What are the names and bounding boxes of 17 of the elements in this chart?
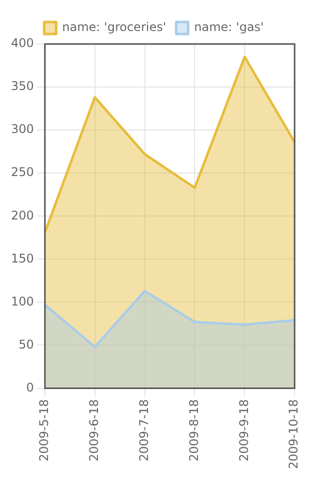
x-tick-label: 2009-6-18 xyxy=(86,399,101,462)
x-tick-label: 2009-10-18 xyxy=(286,399,301,470)
y-tick-label: 100 xyxy=(11,294,34,308)
y-tick-label: 250 xyxy=(11,165,34,180)
x-tick-label: 2009-5-18 xyxy=(37,399,52,462)
y-tick-label: 0 xyxy=(26,380,34,394)
y-tick-label: 300 xyxy=(11,122,34,136)
y-tick-label: 400 xyxy=(11,36,34,50)
legend-label: name: 'gas' xyxy=(194,20,264,34)
y-tick-label: 200 xyxy=(11,208,34,222)
x-tick-label: 2009-7-18 xyxy=(136,399,151,462)
legend-label: name: 'groceries' xyxy=(62,20,166,34)
y-tick-label: 50 xyxy=(18,337,34,352)
x-tick-label: 2009-9-18 xyxy=(236,399,251,462)
y-tick-label: 150 xyxy=(11,251,34,266)
y-tick-label: 350 xyxy=(11,79,34,94)
x-tick-label: 2009-8-18 xyxy=(186,399,201,462)
